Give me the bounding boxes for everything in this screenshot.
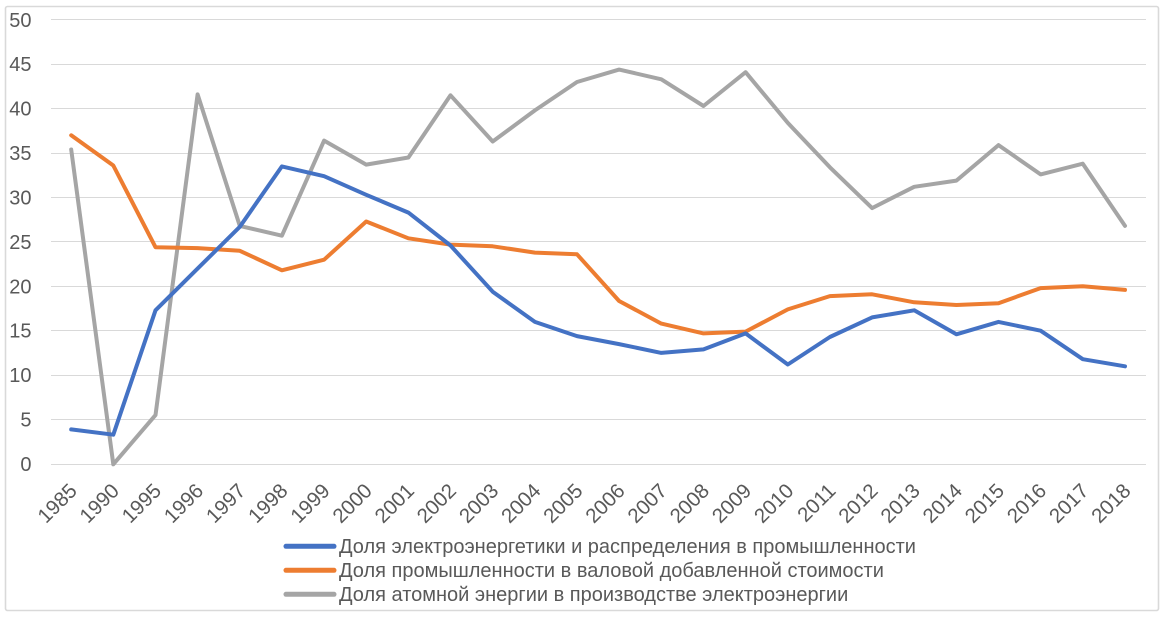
svg-text:Доля электроэнергетики и распр: Доля электроэнергетики и распределения в… — [339, 536, 916, 558]
svg-text:40: 40 — [9, 99, 31, 121]
svg-text:15: 15 — [9, 321, 31, 343]
svg-text:35: 35 — [9, 143, 31, 165]
svg-text:10: 10 — [9, 365, 31, 387]
svg-text:Доля атомной энергии в произво: Доля атомной энергии в производстве элек… — [339, 584, 848, 606]
svg-text:25: 25 — [9, 232, 31, 254]
svg-text:30: 30 — [9, 188, 31, 210]
svg-text:50: 50 — [9, 10, 31, 32]
svg-text:0: 0 — [20, 454, 31, 476]
svg-text:45: 45 — [9, 54, 31, 76]
svg-text:5: 5 — [20, 410, 31, 432]
svg-text:Доля промышленности в валовой: Доля промышленности в валовой добавленно… — [339, 560, 884, 582]
svg-text:20: 20 — [9, 276, 31, 298]
